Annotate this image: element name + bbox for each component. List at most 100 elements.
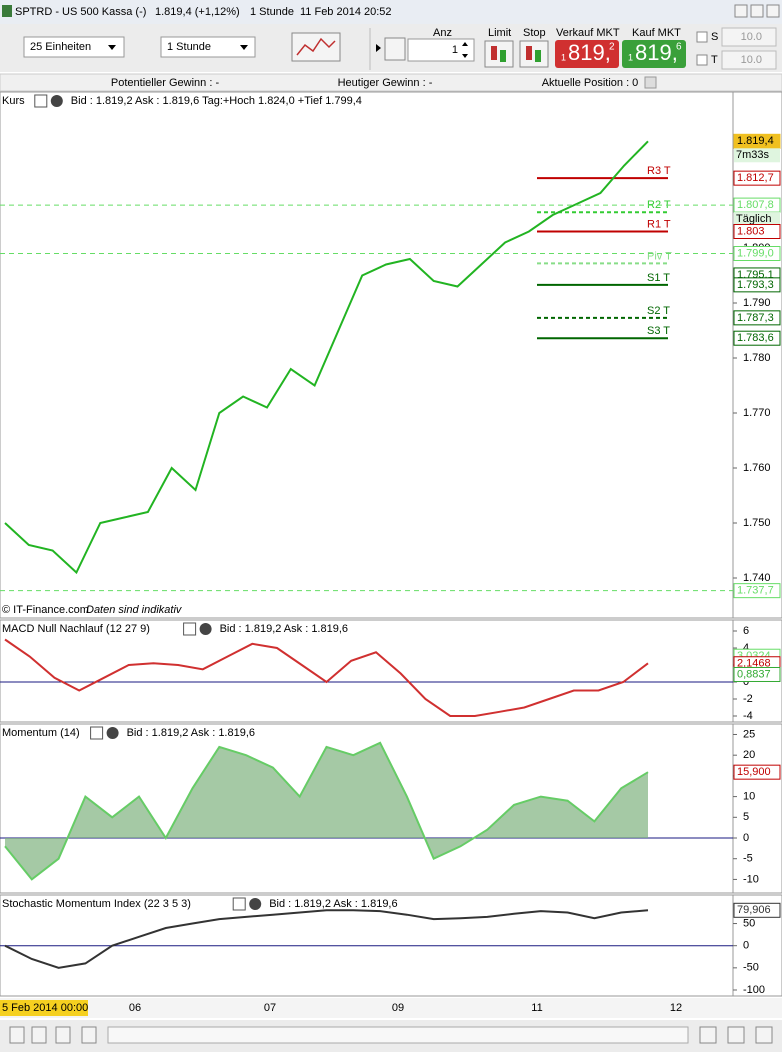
t-checkbox[interactable] [696, 54, 708, 66]
buy-button[interactable] [622, 40, 686, 68]
level-marker [733, 764, 781, 780]
y-tick-label: 25 [743, 728, 755, 740]
level-label: 0,8837 [737, 668, 771, 680]
tool-button[interactable] [55, 1026, 71, 1044]
time-label: 07 [264, 1002, 276, 1014]
panel-tool-icon [34, 94, 48, 108]
y-tick-label: 50 [743, 917, 755, 929]
panel-close-icon [106, 727, 119, 739]
maximize-button[interactable] [750, 4, 764, 18]
pivot-label: R1 T [647, 218, 671, 230]
interval-dropdown[interactable] [160, 36, 256, 58]
y-tick-label: -50 [743, 962, 759, 974]
panel-close-icon [249, 898, 262, 910]
quantity-value: 1 [452, 44, 458, 56]
window-datetime: 11 Feb 2014 20:52 [300, 6, 392, 18]
stop-label: Stop [523, 27, 546, 39]
s-label: S [711, 31, 718, 43]
y-tick-label: 1.750 [743, 517, 771, 529]
level-marker [733, 330, 781, 346]
quantity-input[interactable] [407, 38, 475, 62]
title-bar [0, 0, 782, 24]
units-dropdown[interactable] [23, 36, 125, 58]
dropdown-arrow [108, 45, 116, 50]
panel-title: Momentum (14) [2, 727, 80, 739]
stop-icon [526, 46, 532, 60]
window-price: 1.819,4 (+1,12%) [155, 6, 240, 18]
t-value: 10.0 [741, 54, 762, 66]
footer-note: Daten sind indikativ [86, 604, 183, 616]
position: Aktuelle Position : 0 [542, 77, 639, 89]
time-label: 09 [392, 1002, 404, 1014]
sell-price: 819, [568, 40, 611, 65]
limit-label: Limit [488, 27, 511, 39]
y-tick-label: -10 [743, 873, 759, 885]
spinner[interactable] [462, 42, 468, 58]
level-marker [733, 583, 781, 599]
level-marker [733, 277, 781, 293]
minimize-button[interactable] [734, 4, 748, 18]
pivot-label: S2 T [647, 305, 670, 317]
sell-prefix: 1 [561, 52, 566, 62]
level-note-box [734, 212, 780, 227]
panel-title: MACD Null Nachlauf (12 27 9) [2, 623, 150, 635]
level-note: 7m33s [736, 149, 770, 161]
zoom-button[interactable] [699, 1026, 717, 1044]
y-tick-label: 10 [743, 791, 755, 803]
y-tick-label: 20 [743, 749, 755, 761]
time-label: 5 Feb 2014 00:00 [2, 1002, 88, 1014]
y-tick-label: -100 [743, 984, 765, 996]
zoom-out-button[interactable] [727, 1026, 745, 1044]
stop-icon [535, 50, 541, 62]
time-label: 12 [670, 1002, 682, 1014]
zoom-in-button[interactable] [755, 1026, 773, 1044]
level-label: 1.793,3 [737, 279, 774, 291]
expand-arrow [376, 44, 381, 52]
stop-button[interactable] [519, 40, 549, 68]
buy-prefix: 1 [628, 52, 633, 62]
panel-title: Stochastic Momentum Index (22 3 5 3) [2, 898, 191, 910]
potential-profit: Potentieller Gewinn : - [111, 77, 220, 89]
dropdown-arrow [240, 45, 248, 50]
level-label: 79,906 [737, 904, 771, 916]
s-checkbox[interactable] [696, 31, 708, 43]
limit-icon [500, 50, 506, 62]
level-label: 1.799,0 [737, 247, 774, 259]
close-button[interactable] [766, 4, 780, 18]
y-tick-label: 1.760 [743, 462, 771, 474]
pivot-label: S1 T [647, 272, 670, 284]
time-axis [0, 998, 782, 1018]
level-marker [733, 224, 781, 239]
buy-label: Kauf MKT [632, 27, 681, 39]
sell-button[interactable] [555, 40, 619, 68]
momentum-line [4, 741, 649, 881]
time-label: 11 [531, 1002, 542, 1014]
level-marker [733, 170, 781, 186]
anz-label: Anz [433, 27, 452, 39]
settings-button[interactable] [384, 37, 406, 61]
interval-value: 1 Stunde [167, 41, 211, 53]
tool-button[interactable] [81, 1026, 97, 1044]
level-marker [733, 902, 781, 918]
level-label: 1.737,7 [737, 585, 774, 597]
close-position-button[interactable] [644, 76, 657, 89]
indicator-icon [296, 37, 336, 56]
scrollbar[interactable] [107, 1026, 689, 1044]
level-label: 1.807,8 [737, 199, 774, 211]
panel-close-icon [199, 623, 212, 635]
limit-button[interactable] [484, 40, 514, 68]
tool-button[interactable] [31, 1026, 47, 1044]
chart-panel [0, 619, 782, 723]
level-note: Täglich [736, 213, 771, 225]
limit-icon [491, 46, 497, 60]
s-input[interactable] [721, 27, 777, 47]
t-label: T [711, 54, 718, 66]
level-label: 1.803 [737, 225, 765, 237]
level-label: 15,900 [737, 766, 771, 778]
panel-quote: Bid : 1.819,2 Ask : 1.819,6 [220, 623, 348, 635]
panel-tool-icon [183, 622, 197, 636]
buy-suffix: 6 [676, 42, 682, 53]
t-input[interactable] [721, 50, 777, 70]
tool-button[interactable] [9, 1026, 25, 1044]
